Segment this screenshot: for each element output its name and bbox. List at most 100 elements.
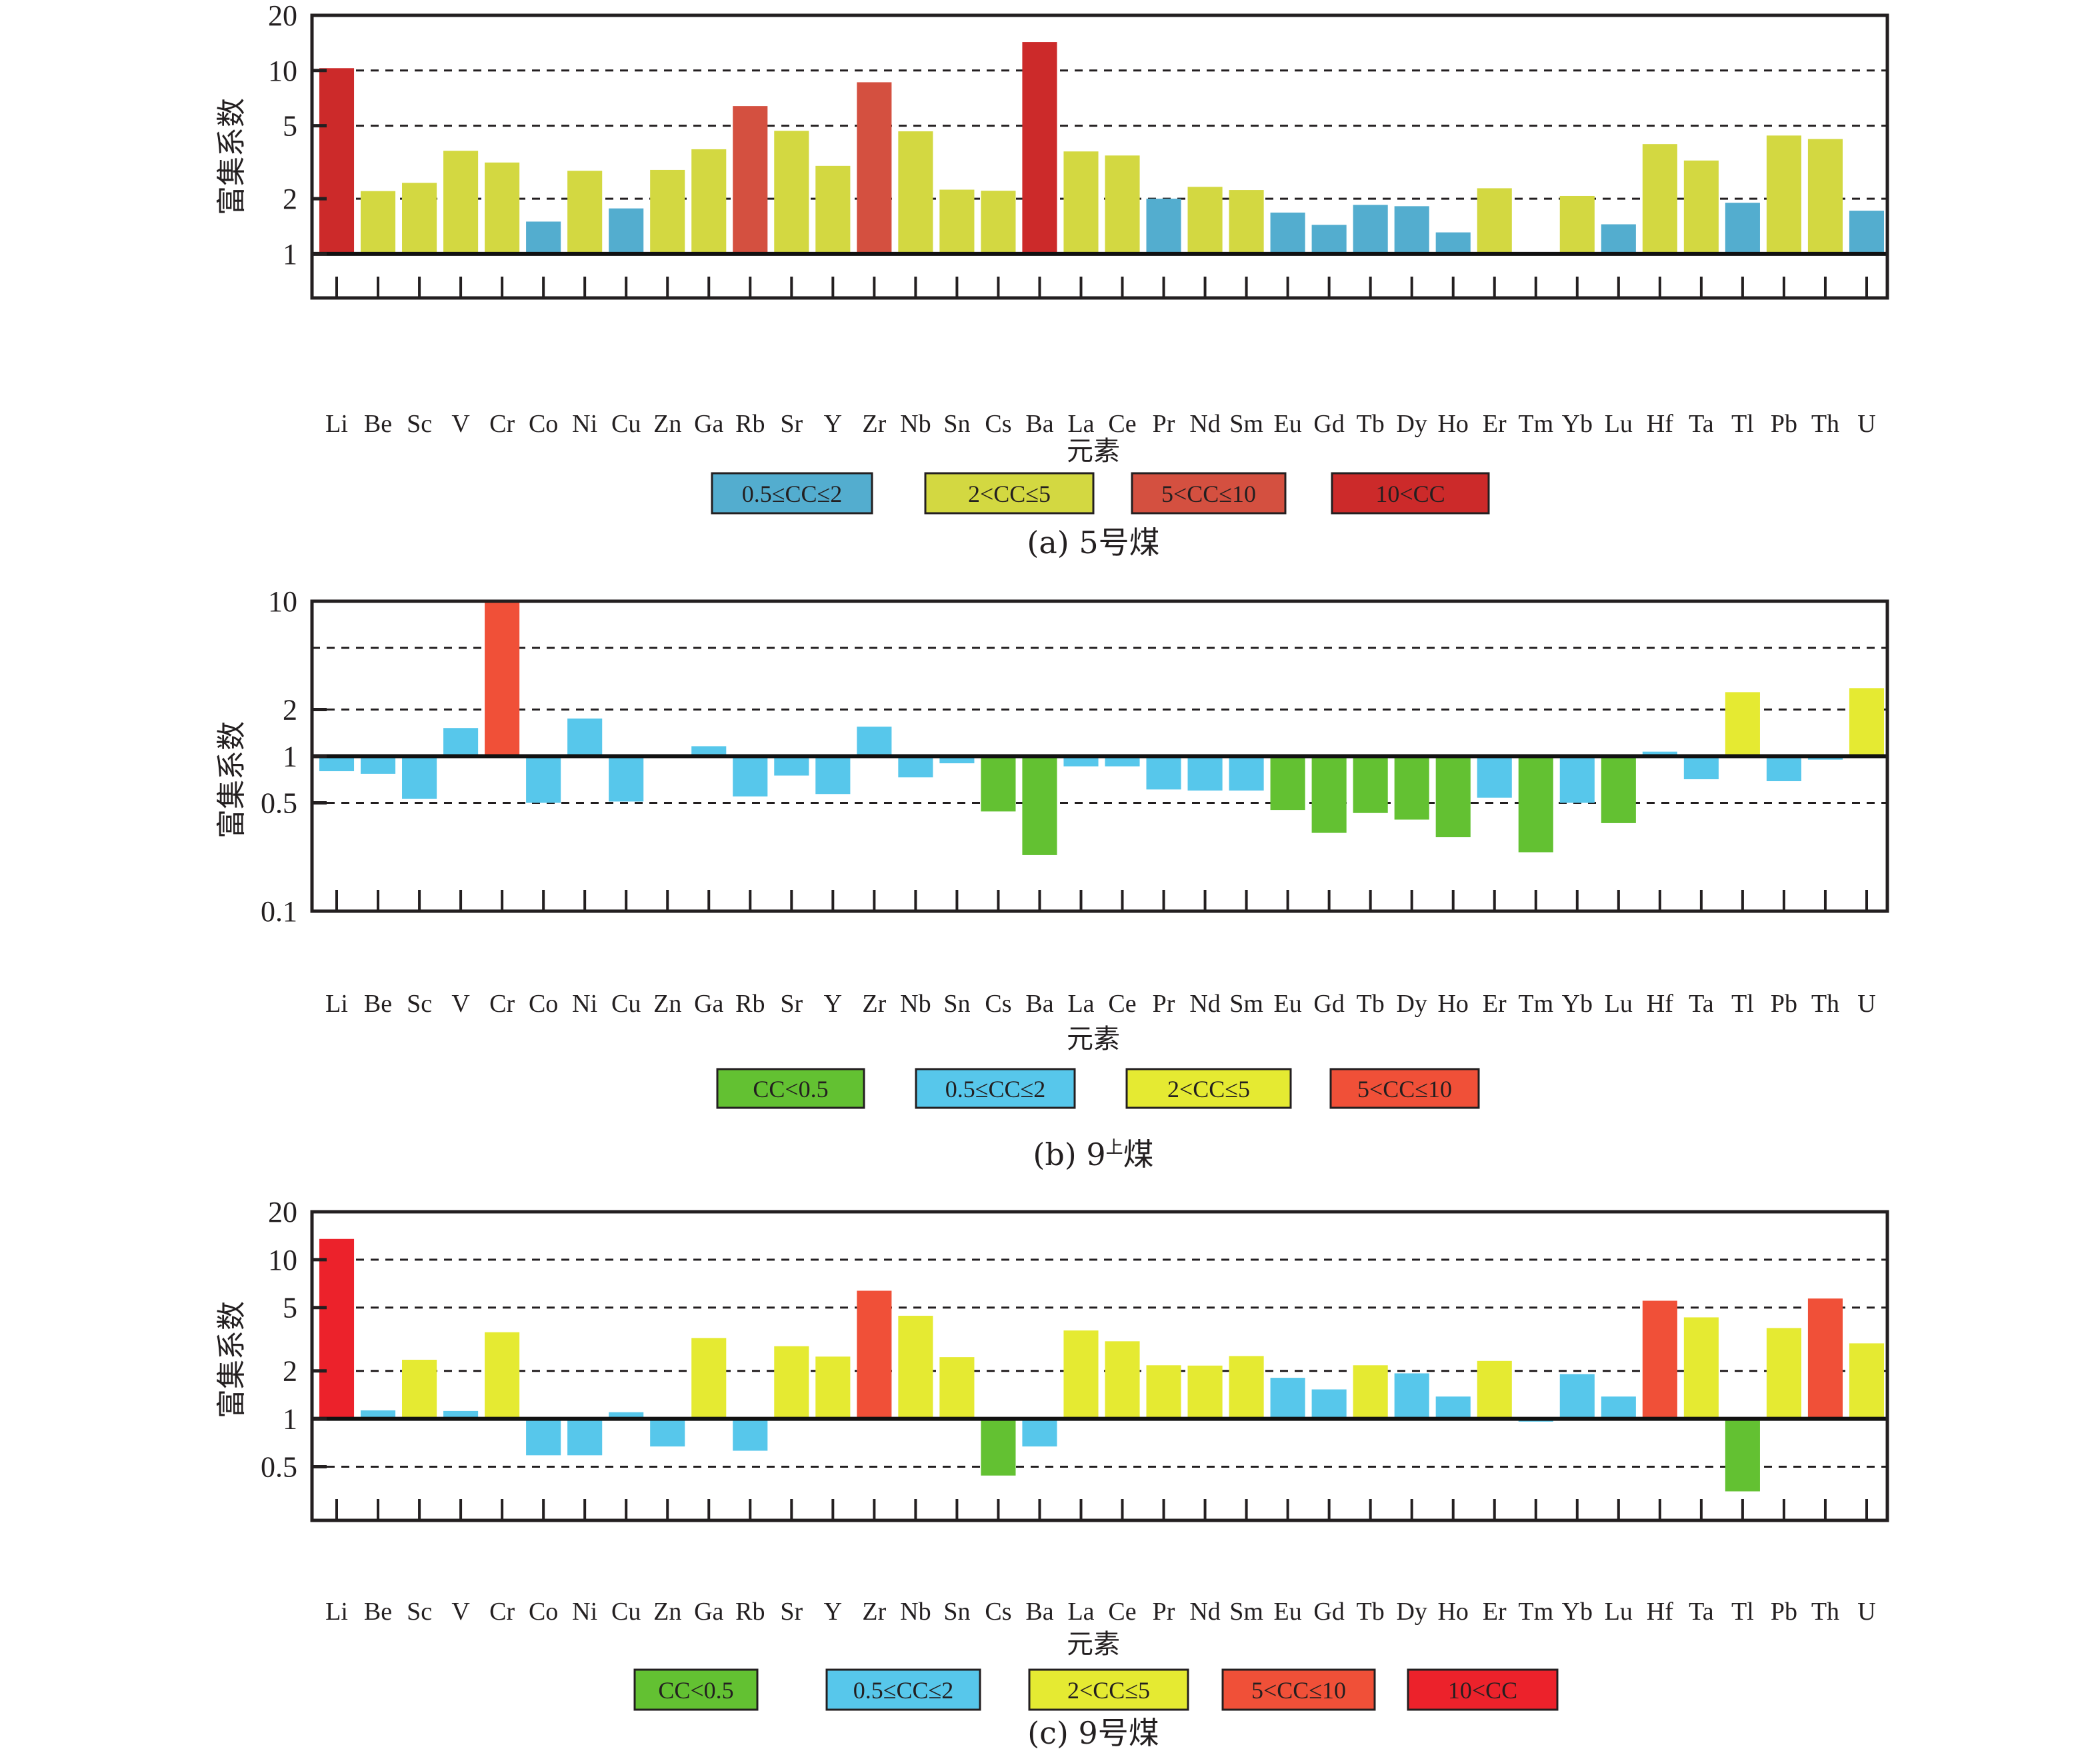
x-tick-label-Y: Y bbox=[824, 990, 842, 1018]
x-tick-label-Cr: Cr bbox=[489, 990, 515, 1018]
bar-Er bbox=[1477, 1360, 1512, 1419]
x-tick-label-Th: Th bbox=[1811, 990, 1839, 1018]
x-tick-label-Eu: Eu bbox=[1274, 990, 1302, 1018]
y-axis-title: 富集系数 bbox=[215, 721, 249, 839]
bar-Ta bbox=[1683, 160, 1719, 254]
x-tick-label-Co: Co bbox=[529, 1598, 558, 1626]
bar-Lu bbox=[1601, 224, 1636, 254]
bar-Pb bbox=[1766, 135, 1801, 254]
x-tick-label-Zn: Zn bbox=[653, 410, 681, 438]
legend-item: 10<CC bbox=[1331, 472, 1490, 515]
legend-swatch bbox=[924, 472, 1095, 515]
bar-Ni bbox=[567, 718, 603, 757]
bar-Lu bbox=[1601, 1396, 1636, 1419]
bar-Sr bbox=[774, 1346, 809, 1419]
legend-label: 5<CC≤10 bbox=[1357, 1076, 1452, 1102]
bar-Y bbox=[815, 165, 851, 254]
bar-Gd bbox=[1311, 1389, 1347, 1419]
bar-Tl bbox=[1725, 203, 1760, 254]
bar-Nd bbox=[1187, 187, 1223, 254]
bar-Be bbox=[360, 756, 396, 774]
x-tick-label-Ba: Ba bbox=[1025, 410, 1053, 438]
bar-Tl bbox=[1725, 1418, 1760, 1492]
bar-Rb bbox=[733, 756, 768, 797]
bar-Yb bbox=[1559, 756, 1595, 803]
plot-frame bbox=[310, 1210, 1889, 1522]
panel-caption: (a) 5号煤 bbox=[1027, 525, 1159, 561]
bar-Th bbox=[1807, 139, 1843, 254]
x-tick-label-Tb: Tb bbox=[1357, 410, 1385, 438]
legend-swatch bbox=[1407, 1668, 1559, 1711]
legend-item: CC<0.5 bbox=[716, 1068, 865, 1109]
bar-V bbox=[443, 1410, 479, 1419]
x-tick-label-Nd: Nd bbox=[1189, 1598, 1220, 1626]
legend-item: CC<0.5 bbox=[633, 1668, 759, 1711]
x-tick-label-Sn: Sn bbox=[943, 410, 970, 438]
bar-Ho bbox=[1435, 1396, 1471, 1419]
legend-item: 0.5≤CC≤2 bbox=[915, 1068, 1076, 1109]
bar-Eu bbox=[1270, 1378, 1305, 1419]
x-tick-label-La: La bbox=[1067, 410, 1094, 438]
bar-Cs bbox=[981, 1418, 1016, 1476]
x-tick-label-Pb: Pb bbox=[1771, 410, 1797, 438]
x-tick-label-Zr: Zr bbox=[862, 990, 886, 1018]
bar-Cu bbox=[609, 1412, 644, 1419]
legend-swatch bbox=[825, 1668, 981, 1711]
bar-Lu bbox=[1601, 756, 1636, 823]
bar-U bbox=[1849, 688, 1885, 757]
x-tick-label-U: U bbox=[1857, 1598, 1875, 1626]
bar-Sc bbox=[402, 183, 437, 254]
x-tick-label-Eu: Eu bbox=[1274, 1598, 1302, 1626]
x-tick-label-V: V bbox=[451, 1598, 470, 1626]
legend-item: 0.5≤CC≤2 bbox=[825, 1668, 981, 1711]
bar-Eu bbox=[1270, 756, 1305, 811]
bar-Ni bbox=[567, 171, 603, 254]
bar-Ga bbox=[691, 746, 727, 757]
bar-Co bbox=[526, 756, 561, 803]
x-tick-label-Ho: Ho bbox=[1437, 990, 1468, 1018]
bar-Sm bbox=[1229, 756, 1264, 791]
x-tick-label-Sn: Sn bbox=[943, 1598, 970, 1626]
bar-Sc bbox=[402, 1360, 437, 1419]
legend-swatch bbox=[633, 1668, 759, 1711]
bar-Y bbox=[815, 756, 851, 795]
bar-Pr bbox=[1146, 199, 1181, 254]
bar-Pb bbox=[1766, 756, 1801, 781]
x-tick-label-Co: Co bbox=[529, 990, 558, 1018]
x-tick-label-U: U bbox=[1857, 410, 1875, 438]
x-tick-label-Sr: Sr bbox=[780, 410, 803, 438]
x-tick-label-Zn: Zn bbox=[653, 990, 681, 1018]
x-tick-label-Ba: Ba bbox=[1025, 1598, 1053, 1626]
legend-label: 10<CC bbox=[1448, 1677, 1517, 1704]
x-tick-label-Dy: Dy bbox=[1396, 1598, 1427, 1626]
y-tick-label: 1 bbox=[283, 238, 297, 271]
legend-swatch bbox=[1131, 472, 1287, 515]
x-tick-label-Be: Be bbox=[364, 410, 392, 438]
legend-swatch bbox=[1221, 1668, 1376, 1711]
x-tick-label-Rb: Rb bbox=[735, 1598, 765, 1626]
x-tick-label-Ni: Ni bbox=[572, 1598, 597, 1626]
y-axis-title: 富集系数 bbox=[215, 98, 249, 215]
legend-label: CC<0.5 bbox=[658, 1677, 733, 1704]
bar-Nd bbox=[1187, 1365, 1223, 1419]
x-tick-label-Eu: Eu bbox=[1274, 410, 1302, 438]
x-tick-label-Th: Th bbox=[1811, 1598, 1839, 1626]
bar-Nb bbox=[898, 1316, 933, 1419]
y-tick-label: 2 bbox=[283, 1355, 297, 1388]
x-tick-label-Nb: Nb bbox=[900, 990, 931, 1018]
bar-Hf bbox=[1642, 144, 1677, 254]
x-tick-label-Ce: Ce bbox=[1108, 1598, 1136, 1626]
bar-Li bbox=[319, 68, 355, 254]
legend-label: 5<CC≤10 bbox=[1161, 481, 1256, 507]
x-tick-label-Y: Y bbox=[824, 410, 842, 438]
bar-Er bbox=[1477, 188, 1512, 254]
x-tick-label-Dy: Dy bbox=[1396, 990, 1427, 1018]
x-axis-title: 元素 bbox=[1067, 436, 1120, 467]
x-tick-label-Tb: Tb bbox=[1357, 1598, 1385, 1626]
legend-swatch bbox=[1331, 472, 1490, 515]
x-tick-label-Cs: Cs bbox=[985, 410, 1011, 438]
bar-Ho bbox=[1435, 232, 1471, 254]
y-tick-label: 20 bbox=[268, 0, 297, 32]
x-tick-label-Ga: Ga bbox=[694, 410, 723, 438]
